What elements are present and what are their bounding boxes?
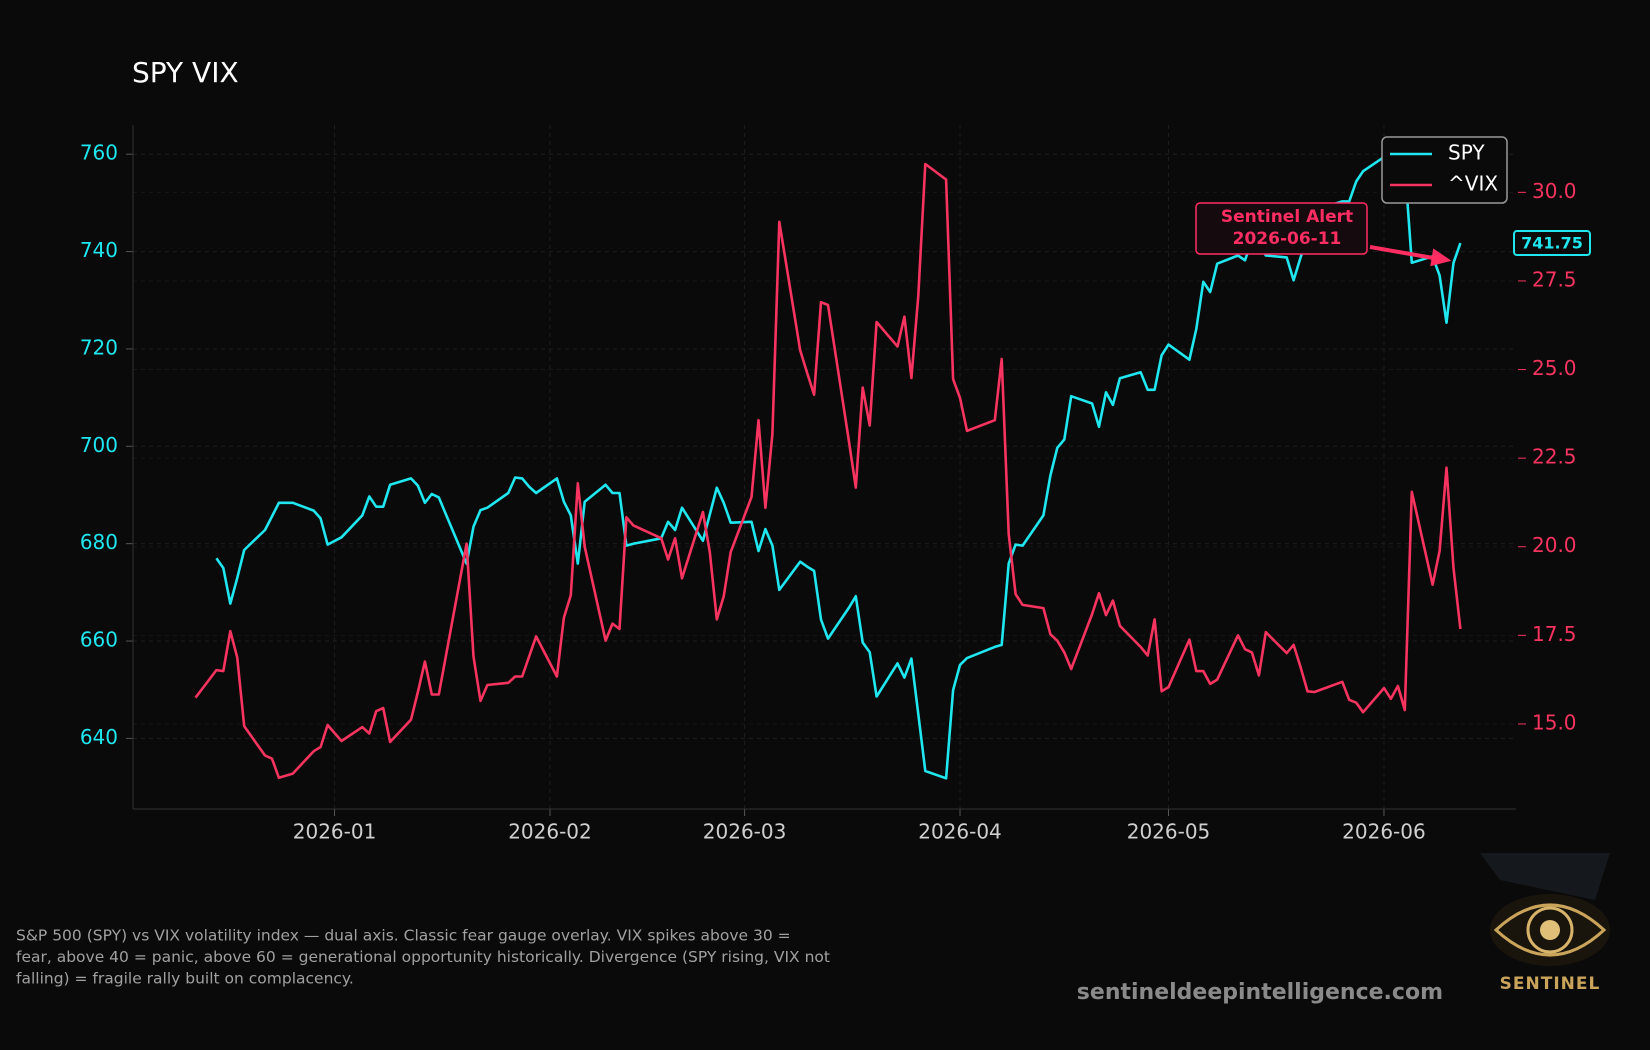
annotation-arrowhead [1430,248,1452,267]
x-tick-label: 2026-04 [918,820,1002,844]
y-tick-label: 740 [80,238,118,262]
y2-tick-label: 30.0 [1532,179,1577,203]
y-tick-label: 640 [80,725,118,749]
annotation-text: 2026-06-11 [1233,229,1342,249]
series-line [194,162,1462,780]
y-tick-label: 660 [80,628,118,652]
logo-shadow [1480,853,1610,900]
y-tick-label: 720 [80,335,118,359]
legend-label: ^VIX [1448,172,1498,196]
x-tick-label: 2026-01 [293,820,377,844]
annotation-arrow [1369,245,1444,262]
y-tick-label: 760 [80,141,118,165]
logo-text: SENTINEL [1500,974,1601,994]
x-tick-label: 2026-05 [1127,820,1211,844]
y2-tick-label: 20.0 [1532,533,1577,557]
y2-tick-label: 17.5 [1532,622,1577,646]
chart-title: SPY VIX [132,56,239,89]
annotation-text: Sentinel Alert [1221,207,1353,227]
logo-pupil [1540,920,1560,940]
end-label-box [1513,230,1591,257]
x-tick-label: 2026-06 [1342,820,1426,844]
end-label: 741.75 [1521,234,1583,253]
y2-tick-label: 25.0 [1532,356,1577,380]
y2-tick-label: 27.5 [1532,267,1577,291]
y2-tick-label: 22.5 [1532,445,1577,469]
y-tick-label: 700 [80,433,118,457]
y-tick-label: 680 [80,530,118,554]
legend: SPY ^VIX [1381,136,1508,204]
caption: falling) = fragile rally built on compla… [16,970,354,988]
y2-tick-label: 15.0 [1532,710,1577,734]
caption: fear, above 40 = panic, above 60 = gener… [16,948,830,966]
x-tick-label: 2026-02 [508,820,592,844]
legend-label: SPY [1448,141,1485,165]
logo: SENTINEL [1480,853,1610,994]
logo-eye [1493,903,1607,957]
annotation-box [1195,202,1368,255]
website: sentineldeepintelligence.com [1077,980,1443,1005]
caption: S&P 500 (SPY) vs VIX volatility index — … [16,927,791,945]
logo-iris [1526,906,1574,954]
x-tick-label: 2026-03 [703,820,787,844]
